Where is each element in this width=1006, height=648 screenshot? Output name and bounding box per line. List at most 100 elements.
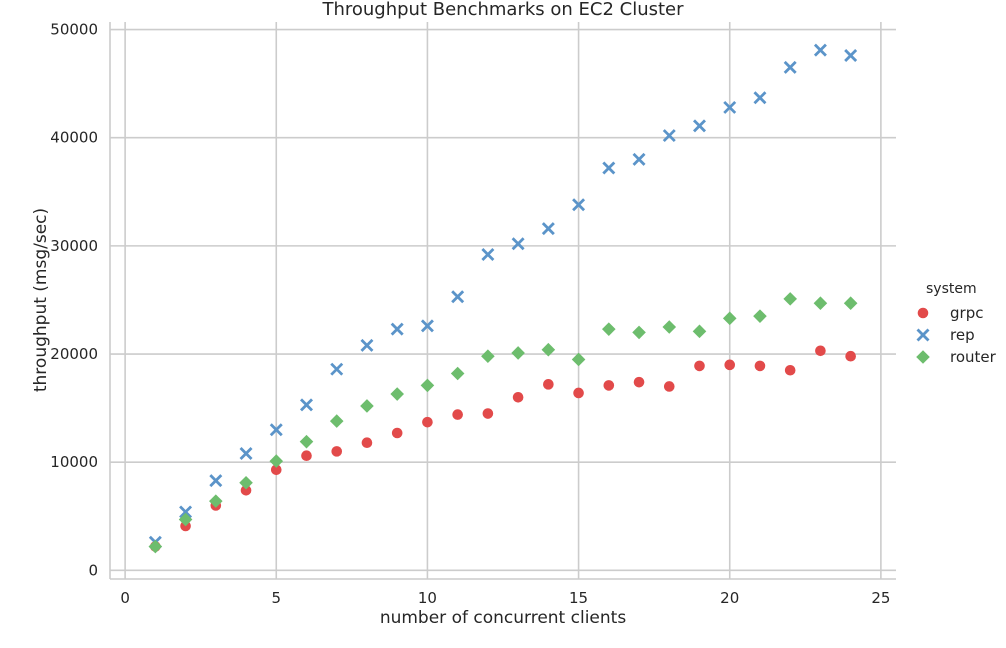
rep-point (451, 290, 465, 304)
router-point (662, 320, 677, 334)
router-point (360, 399, 374, 413)
rep-point (390, 322, 404, 336)
series-router (148, 292, 858, 554)
legend-item-rep: rep (916, 326, 975, 344)
series-rep (148, 43, 858, 549)
router-point (511, 346, 525, 360)
x-marker-stroke (300, 398, 313, 412)
router-point (602, 322, 616, 336)
rep-point (209, 474, 223, 488)
router-point (450, 366, 465, 381)
router-point (209, 494, 223, 508)
legend-label: grpc (950, 304, 983, 322)
grpc-point (663, 381, 675, 392)
router-point (541, 342, 556, 357)
rep-point (511, 237, 525, 251)
rep-point (330, 362, 344, 376)
legend-title: system (926, 281, 977, 297)
x-marker-stroke (632, 152, 646, 166)
router-point (481, 349, 495, 363)
grpc-point (633, 376, 645, 388)
grpc-point (573, 387, 584, 399)
x-tick-label: 15 (569, 589, 588, 607)
router-point (390, 387, 404, 401)
grpc-point (240, 485, 252, 496)
x-marker-stroke (693, 119, 706, 133)
router-point (571, 352, 586, 367)
y-tick-label: 30000 (50, 237, 98, 255)
y-tick-labels: 0 10000 20000 30000 40000 50000 (50, 21, 98, 580)
rep-point (602, 161, 616, 175)
x-marker-stroke (541, 222, 555, 236)
y-tick-label: 0 (88, 561, 98, 579)
legend-marker-router (916, 350, 930, 364)
router-point (299, 434, 314, 449)
x-marker-stroke (330, 362, 344, 376)
grpc-point (422, 416, 433, 428)
rep-point (179, 505, 193, 519)
x-marker-stroke (511, 237, 525, 251)
grpc-point (331, 446, 343, 457)
router-point (753, 309, 767, 323)
x-marker-stroke (239, 447, 253, 461)
x-marker-stroke (209, 474, 223, 488)
rep-point (783, 60, 797, 74)
rep-point (420, 319, 434, 333)
rep-point (753, 91, 767, 105)
grpc-point (452, 409, 463, 420)
router-point (783, 292, 797, 306)
legend: system grpc rep router (916, 281, 997, 366)
router-point (239, 475, 253, 490)
x-tick-label: 10 (418, 589, 437, 607)
x-marker-stroke (390, 322, 404, 336)
rep-point (572, 198, 586, 212)
legend-item-router: router (916, 348, 997, 366)
y-tick-label: 40000 (50, 129, 98, 147)
x-tick-label: 25 (871, 589, 890, 607)
grpc-point (512, 391, 524, 403)
x-tick-label: 20 (720, 589, 739, 607)
grpc-point (815, 345, 826, 357)
router-point (722, 311, 737, 326)
x-marker-stroke (481, 248, 495, 262)
x-marker-stroke (813, 43, 827, 57)
legend-item-grpc: grpc (917, 304, 983, 322)
y-axis-label: throughput (msg/sec) (31, 208, 51, 392)
router-point (813, 296, 828, 311)
rep-point (693, 119, 706, 133)
x-marker-stroke (179, 505, 193, 519)
series-grpc (150, 345, 856, 552)
grpc-point (270, 464, 282, 476)
router-point (329, 414, 344, 428)
x-tick-label: 5 (271, 589, 281, 607)
grpc-point (724, 359, 736, 371)
x-marker-stroke (269, 423, 283, 437)
x-marker-stroke (844, 49, 858, 63)
x-axis-label: number of concurrent clients (380, 608, 626, 628)
x-marker-stroke (723, 100, 737, 114)
axis-spines (109, 22, 896, 580)
rep-point (360, 338, 374, 352)
x-marker-stroke (360, 338, 374, 352)
router-point (269, 454, 284, 468)
grpc-point (603, 380, 615, 391)
x-marker-stroke (572, 198, 586, 212)
x-marker-stroke (420, 319, 434, 333)
legend-label: rep (950, 326, 975, 344)
grpc-point (784, 364, 796, 376)
x-marker-stroke (783, 60, 797, 74)
router-point (148, 539, 163, 554)
rep-point (844, 49, 858, 63)
data-points (148, 43, 858, 554)
rep-point (239, 447, 253, 461)
x-marker-stroke (451, 290, 465, 304)
y-tick-label: 50000 (50, 21, 98, 39)
legend-marker-grpc (917, 307, 929, 319)
router-point (632, 325, 646, 340)
grpc-point (754, 360, 766, 372)
grpc-point (361, 437, 373, 449)
grid-lines (110, 22, 896, 579)
x-marker-stroke (753, 91, 767, 105)
grpc-point (391, 427, 403, 439)
